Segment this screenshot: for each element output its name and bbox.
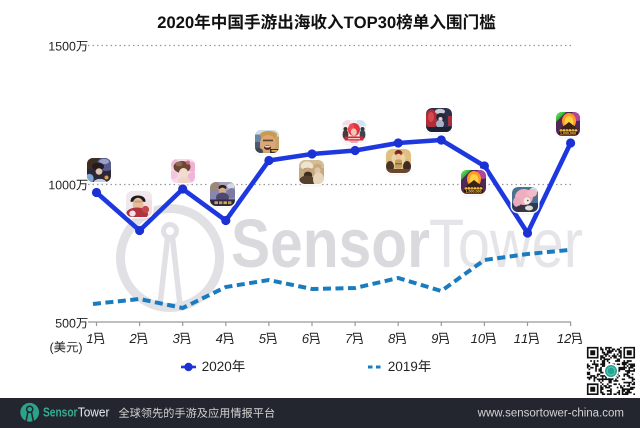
svg-text:Sensor: Sensor bbox=[231, 205, 430, 282]
svg-text:1,000,000: 1,000,000 bbox=[560, 131, 576, 135]
svg-text:www.sensortower-china.com: www.sensortower-china.com bbox=[477, 408, 624, 420]
svg-text:1,000,000: 1,000,000 bbox=[466, 189, 482, 193]
svg-text:Tower: Tower bbox=[429, 205, 583, 282]
svg-text:Tower: Tower bbox=[78, 405, 110, 420]
svg-text:Sensor: Sensor bbox=[43, 405, 78, 420]
